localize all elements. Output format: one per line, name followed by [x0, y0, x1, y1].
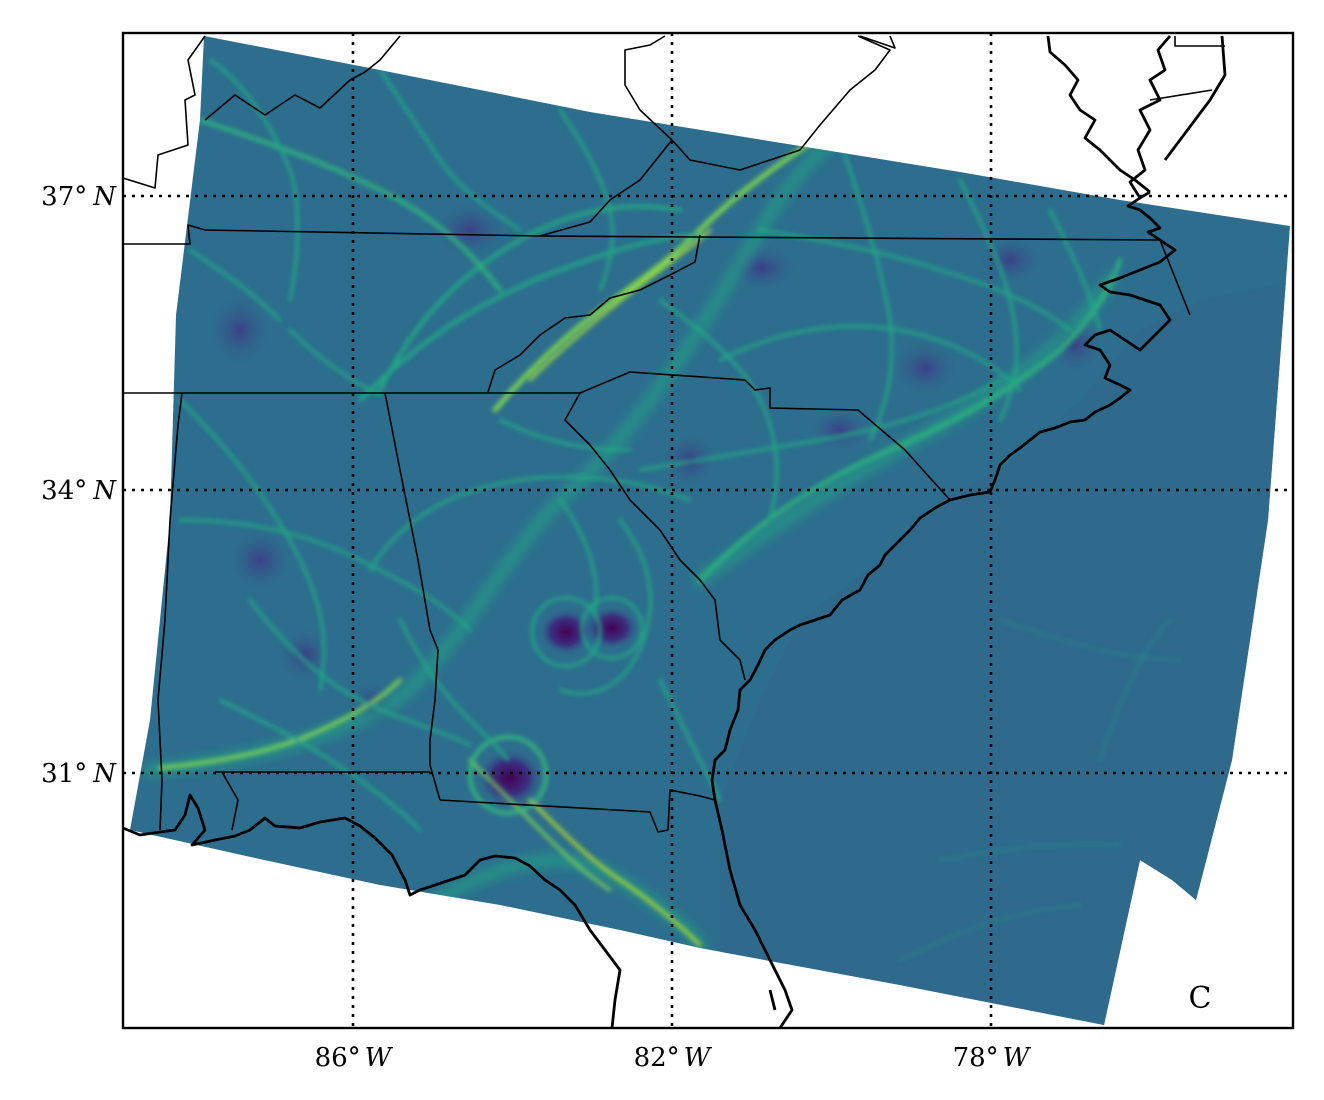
state-border-ga-fl — [439, 789, 716, 833]
boundaries — [123, 35, 1227, 1028]
latitude-labels: 37° N 34° N 31° N — [41, 182, 117, 789]
lat-label-31: 31° N — [41, 759, 117, 789]
map-frame — [121, 31, 1295, 1030]
lat-label-34: 34° N — [41, 476, 117, 506]
state-border-nc-va — [1159, 239, 1191, 316]
lon-label-78: 78° W — [953, 1043, 1032, 1073]
coastline-atlantic — [710, 190, 1177, 801]
state-border-ms-al — [157, 392, 183, 831]
state-border-ky-north — [123, 35, 401, 189]
coastline-florida-east — [713, 799, 794, 1028]
lon-label-82: 82° W — [634, 1043, 713, 1073]
state-border-nc-sc — [579, 371, 951, 501]
ocean-field — [720, 280, 1290, 1025]
state-border-al-fl — [215, 771, 430, 831]
state-border-ga-sc — [564, 392, 746, 681]
state-border-tn-ky-va — [123, 224, 1161, 245]
field-raster — [130, 36, 1290, 1025]
graticule — [123, 33, 1293, 1028]
panel-label: C — [1189, 981, 1212, 1016]
state-border-wv-va — [539, 35, 896, 237]
state-border-tn-nc — [487, 234, 701, 393]
longitude-labels: 86° W 82° W 78° W — [315, 1043, 1032, 1073]
coastline-chesapeake — [1046, 35, 1227, 199]
lon-label-86: 86° W — [315, 1043, 394, 1073]
coastline-gulf — [123, 793, 622, 1028]
state-border-al-ga — [384, 392, 441, 801]
ridge-network — [158, 58, 1182, 962]
lat-label-37: 37° N — [41, 182, 117, 212]
